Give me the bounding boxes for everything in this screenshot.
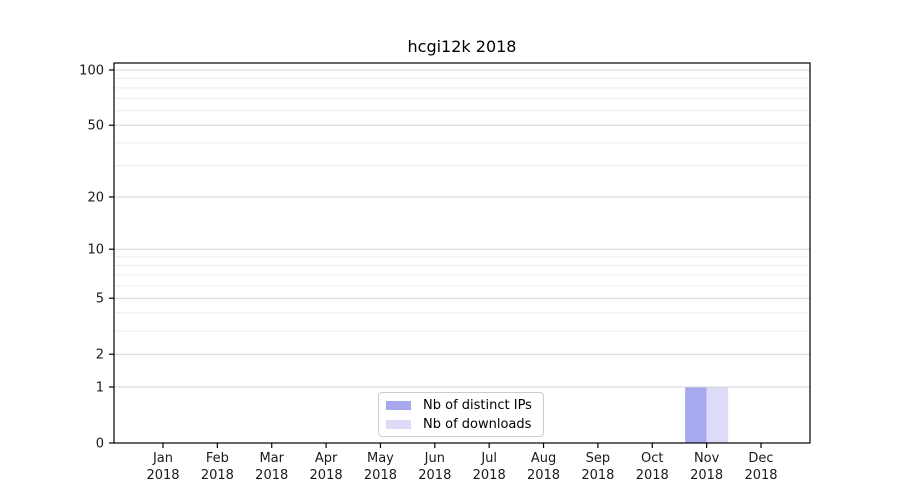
x-tick-label-month: Mar (259, 451, 284, 466)
legend-label-downloads: Nb of downloads (423, 416, 532, 432)
y-tick-label: 10 (87, 243, 104, 258)
x-tick-label-year: 2018 (581, 468, 614, 483)
x-tick-label-month: Sep (586, 451, 611, 466)
bar-nov-series1 (706, 386, 729, 443)
bar-nov-series0 (685, 386, 707, 443)
x-tick-label-year: 2018 (473, 468, 506, 483)
x-tick-label-year: 2018 (146, 468, 179, 483)
x-tick-label-month: Nov (694, 451, 720, 466)
plot-border (113, 62, 811, 444)
x-tick-label-month: Jun (424, 451, 445, 466)
legend-swatch-distinct-ips-icon (386, 400, 411, 410)
x-tick-label-year: 2018 (310, 468, 343, 483)
x-tick-label-month: Dec (748, 451, 773, 466)
x-tick-label-month: Aug (531, 451, 556, 466)
x-tick-label-year: 2018 (690, 468, 723, 483)
x-tick-label-month: Jan (152, 451, 173, 466)
legend-item-downloads: Nb of downloads (386, 415, 543, 434)
x-tick-label-month: May (367, 451, 394, 466)
chart-title: hcgi12k 2018 (407, 37, 517, 56)
x-tick-label-year: 2018 (418, 468, 451, 483)
y-tick-label: 100 (79, 64, 104, 79)
x-tick-label-year: 2018 (255, 468, 288, 483)
legend: Nb of distinct IPs Nb of downloads (378, 392, 544, 437)
x-tick-label-year: 2018 (636, 468, 669, 483)
x-tick-label-month: Apr (315, 451, 338, 466)
legend-label-distinct-ips: Nb of distinct IPs (423, 397, 532, 413)
x-tick-label-month: Oct (641, 451, 663, 466)
x-tick-label-year: 2018 (744, 468, 777, 483)
legend-swatch-downloads-icon (386, 419, 411, 429)
x-tick-label-year: 2018 (201, 468, 234, 483)
y-tick-label: 2 (96, 348, 104, 363)
x-tick-label-month: Jul (480, 451, 497, 466)
y-tick-label: 20 (87, 190, 104, 205)
x-tick-label-year: 2018 (527, 468, 560, 483)
legend-item-distinct-ips: Nb of distinct IPs (386, 396, 543, 415)
y-tick-label: 5 (96, 292, 104, 307)
y-tick-label: 1 (96, 380, 104, 395)
y-tick-label: 0 (96, 437, 104, 452)
x-tick-label-year: 2018 (364, 468, 397, 483)
x-tick-label-month: Feb (206, 451, 229, 466)
y-tick-label: 50 (87, 119, 104, 134)
